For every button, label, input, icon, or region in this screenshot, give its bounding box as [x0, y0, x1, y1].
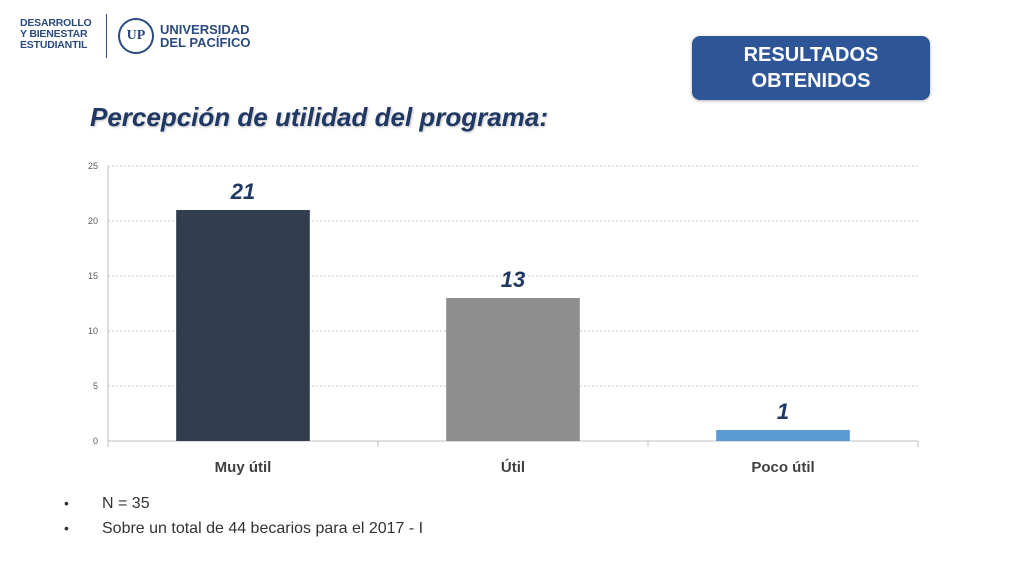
logo-line: UNIVERSIDAD [160, 22, 250, 37]
desarrollo-bienestar-logo: DESARROLLO Y BIENESTAR ESTUDIANTIL [20, 18, 100, 51]
notes-list: • N = 35 • Sobre un total de 44 becarios… [64, 491, 423, 541]
data-label: 13 [501, 267, 525, 292]
data-label: 1 [777, 399, 789, 424]
y-tick-label: 10 [88, 326, 98, 336]
logo-divider [106, 14, 107, 58]
bar [446, 298, 580, 441]
note-item: • Sobre un total de 44 becarios para el … [64, 516, 423, 541]
logo-line: ESTUDIANTIL [20, 39, 88, 51]
logo-line: DEL PACÍFICO [160, 35, 251, 50]
logo-line: DESARROLLO [20, 17, 92, 29]
bar [176, 210, 310, 441]
y-tick-label: 15 [88, 271, 98, 281]
badge-line: RESULTADOS [743, 44, 879, 66]
results-badge: RESULTADOS OBTENIDOS [692, 36, 930, 100]
bullet-icon: • [64, 495, 69, 511]
note-item: • N = 35 [64, 491, 423, 516]
bar [716, 430, 850, 441]
university-seal-icon: UP [118, 18, 154, 54]
y-tick-label: 25 [88, 161, 98, 171]
y-tick-label: 20 [88, 216, 98, 226]
universidad-logo: UP UNIVERSIDAD DEL PACÍFICO [118, 14, 251, 58]
badge-line: OBTENIDOS [751, 70, 871, 92]
x-tick-label: Poco útil [751, 459, 814, 476]
note-text: Sobre un total de 44 becarios para el 20… [102, 520, 424, 537]
x-tick-label: Muy útil [215, 459, 272, 476]
x-tick-label: Útil [501, 458, 525, 476]
logo-line: Y BIENESTAR [20, 28, 88, 40]
bullet-icon: • [64, 520, 69, 536]
note-text: N = 35 [102, 495, 150, 512]
y-tick-label: 0 [93, 436, 98, 446]
chart-title: Percepción de utilidad del programa: [90, 102, 548, 132]
y-tick-label: 5 [93, 381, 98, 391]
data-label: 21 [230, 179, 255, 204]
